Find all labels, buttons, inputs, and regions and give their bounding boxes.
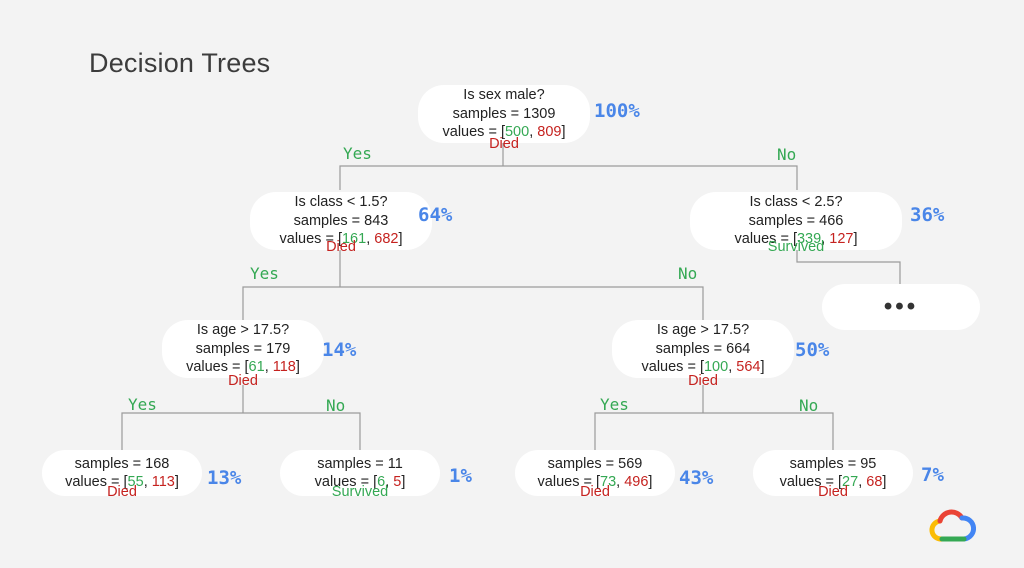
node-question: Is age > 17.5? xyxy=(656,322,750,339)
tree-node-collapsed: ••• xyxy=(822,284,980,330)
node-values: values = [339, 127] xyxy=(734,231,858,248)
died-count: 5 xyxy=(393,474,402,490)
node-samples: samples = 95 xyxy=(789,455,877,472)
node-values: values = [6, 5] xyxy=(314,474,406,490)
tree-node-class-lt-2-5: Is class < 2.5? samples = 466 values = [… xyxy=(690,192,902,250)
branch-label-yes: Yes xyxy=(600,395,629,414)
node-outcome: Died xyxy=(688,373,718,389)
tree-node-class-lt-1-5: Is class < 1.5? samples = 843 values = [… xyxy=(250,192,432,250)
survived-count: 73 xyxy=(600,474,617,490)
tree-node-age-gt-17-5-left: Is age > 17.5? samples = 179 values = [6… xyxy=(162,320,324,378)
tree-leaf-1: samples = 168 values = [55, 113] xyxy=(42,450,202,496)
survived-count: 61 xyxy=(248,359,265,376)
node-outcome: Died xyxy=(818,484,848,500)
node-values: values = [55, 113] xyxy=(65,474,179,490)
survived-count: 161 xyxy=(341,231,367,248)
more-indicator-icon: ••• xyxy=(883,293,919,320)
node-question: Is class < 2.5? xyxy=(749,194,843,211)
node-values: values = [61, 118] xyxy=(186,359,300,376)
branch-label-yes: Yes xyxy=(128,395,157,414)
tree-node-root: Is sex male? samples = 1309 values = [50… xyxy=(418,85,590,143)
edge-n3-split xyxy=(121,412,361,450)
node-question: Is class < 1.5? xyxy=(294,194,388,211)
node-values: values = [161, 682] xyxy=(279,231,403,248)
branch-label-no: No xyxy=(326,396,346,415)
node-outcome: Survived xyxy=(331,484,389,500)
edge-n2-more xyxy=(796,250,901,284)
branch-label-yes: Yes xyxy=(343,144,372,163)
google-cloud-logo-icon xyxy=(929,509,976,542)
node-values: values = [100, 564] xyxy=(641,359,765,376)
node-percent: 50% xyxy=(795,339,830,361)
node-percent: 100% xyxy=(594,100,640,122)
died-count: 564 xyxy=(736,359,761,376)
node-outcome: Survived xyxy=(767,239,825,255)
node-samples: samples = 569 xyxy=(547,455,643,472)
edge-n4-split xyxy=(594,412,834,450)
edge-n1-split xyxy=(242,286,704,320)
node-percent: 7% xyxy=(921,464,944,486)
node-outcome: Died xyxy=(228,373,258,389)
node-question: Is sex male? xyxy=(463,87,545,104)
died-count: 118 xyxy=(272,359,296,376)
node-samples: samples = 466 xyxy=(748,212,844,229)
node-outcome: Died xyxy=(107,484,137,500)
died-count: 682 xyxy=(374,231,399,248)
node-percent: 43% xyxy=(679,467,714,489)
node-values: values = [73, 496] xyxy=(537,474,653,490)
node-percent: 13% xyxy=(207,467,242,489)
tree-leaf-3: samples = 569 values = [73, 496] xyxy=(515,450,675,496)
node-samples: samples = 179 xyxy=(195,340,291,357)
survived-count: 500 xyxy=(504,124,530,141)
node-samples: samples = 11 xyxy=(317,455,403,472)
died-count: 127 xyxy=(829,231,854,248)
survived-count: 100 xyxy=(703,359,729,376)
survived-count: 6 xyxy=(377,474,386,490)
died-count: 809 xyxy=(537,124,562,141)
node-samples: samples = 168 xyxy=(74,455,170,472)
survived-count: 339 xyxy=(796,231,822,248)
died-count: 113 xyxy=(151,474,175,490)
branch-label-no: No xyxy=(777,145,797,164)
edge-root-split xyxy=(339,165,798,190)
node-values: values = [27, 68] xyxy=(779,474,887,490)
node-values: values = [500, 809] xyxy=(442,124,566,141)
node-outcome: Died xyxy=(580,484,610,500)
died-count: 68 xyxy=(866,474,883,490)
tree-node-age-gt-17-5-right: Is age > 17.5? samples = 664 values = [1… xyxy=(612,320,794,378)
node-percent: 64% xyxy=(418,204,453,226)
tree-leaf-2: samples = 11 values = [6, 5] xyxy=(280,450,440,496)
branch-label-no: No xyxy=(678,264,698,283)
node-question: Is age > 17.5? xyxy=(196,322,290,339)
survived-count: 27 xyxy=(842,474,859,490)
node-percent: 1% xyxy=(449,465,472,487)
node-samples: samples = 843 xyxy=(293,212,389,229)
node-samples: samples = 664 xyxy=(655,340,751,357)
branch-label-no: No xyxy=(799,396,819,415)
node-percent: 14% xyxy=(322,339,357,361)
node-samples: samples = 1309 xyxy=(452,105,556,122)
node-outcome: Died xyxy=(489,136,519,152)
survived-count: 55 xyxy=(127,474,144,490)
node-outcome: Died xyxy=(326,239,356,255)
node-percent: 36% xyxy=(910,204,945,226)
page-title: Decision Trees xyxy=(89,48,271,78)
branch-label-yes: Yes xyxy=(250,264,279,283)
tree-leaf-4: samples = 95 values = [27, 68] xyxy=(753,450,913,496)
died-count: 496 xyxy=(624,474,649,490)
